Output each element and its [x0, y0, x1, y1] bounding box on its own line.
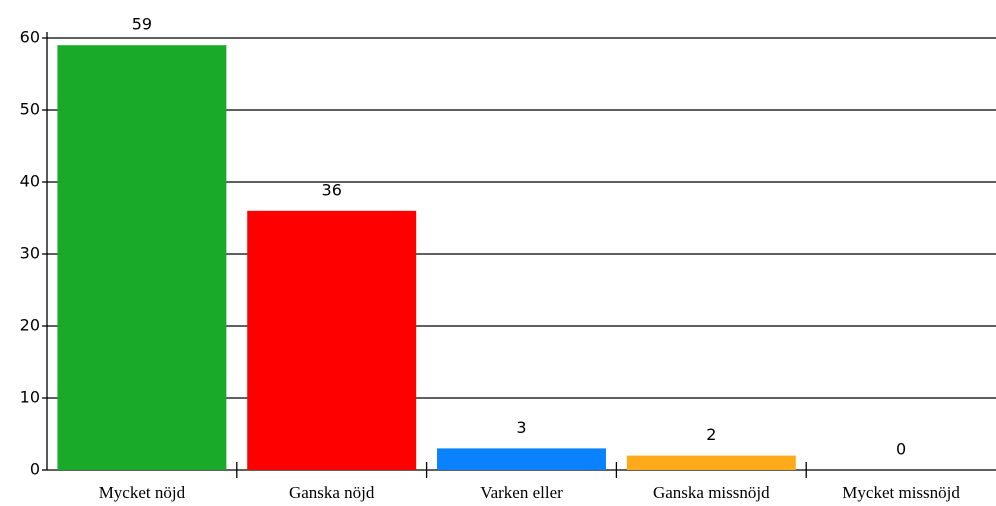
data-label: 36 — [322, 180, 342, 199]
data-label: 59 — [132, 15, 152, 34]
y-tick-label: 30 — [20, 244, 40, 263]
x-tick-label: Mycket nöjd — [99, 483, 186, 502]
data-label: 2 — [706, 425, 716, 444]
x-tick-label: Varken eller — [480, 483, 563, 502]
y-tick-label: 20 — [20, 316, 40, 335]
data-label: 0 — [896, 440, 906, 459]
y-tick-label: 10 — [20, 388, 40, 407]
y-tick-label: 0 — [30, 460, 40, 479]
bar — [247, 210, 417, 471]
bar — [626, 455, 796, 470]
y-tick-label: 60 — [20, 28, 40, 47]
bar — [437, 448, 606, 470]
x-tick-label: Ganska nöjd — [289, 483, 375, 502]
bar — [57, 45, 227, 470]
y-tick-label: 50 — [20, 100, 40, 119]
x-tick-label: Mycket missnöjd — [842, 483, 960, 502]
y-tick-label: 40 — [20, 172, 40, 191]
x-tick-label: Ganska missnöjd — [653, 483, 770, 502]
data-label: 3 — [516, 418, 526, 437]
